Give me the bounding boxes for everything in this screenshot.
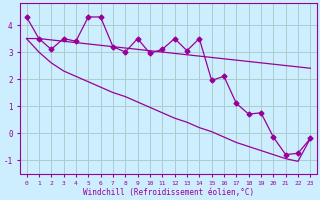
X-axis label: Windchill (Refroidissement éolien,°C): Windchill (Refroidissement éolien,°C): [83, 188, 254, 197]
